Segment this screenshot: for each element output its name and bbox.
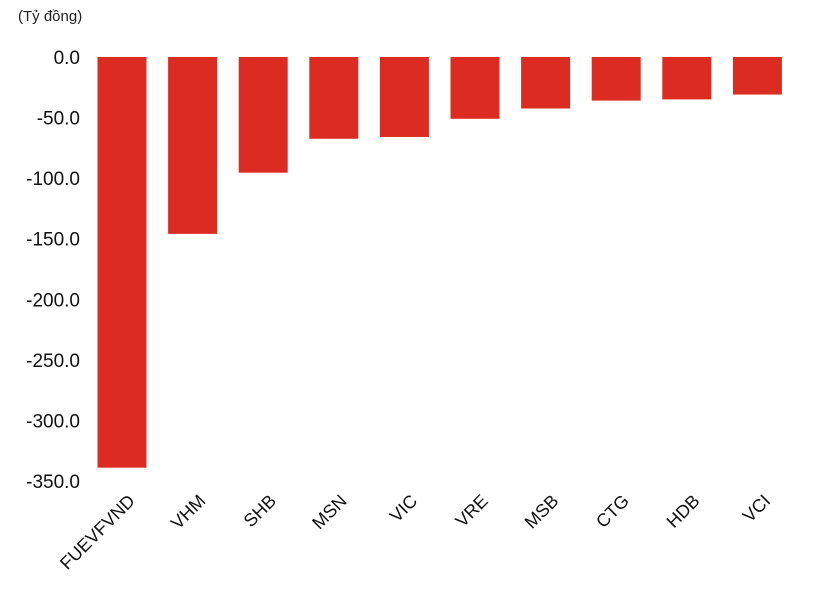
bar-vci (732, 57, 782, 95)
y-tick-label: -250.0 (26, 351, 80, 372)
x-tick-label-vhm: VHM (167, 491, 209, 533)
bar-fuevfvnd (97, 57, 147, 468)
y-tick-label: -300.0 (26, 411, 80, 432)
bar-ctg (591, 57, 641, 101)
x-tick-label-msb: MSB (521, 491, 563, 533)
y-axis-ticks: 0.0 -50.0 -100.0 -150.0 -200.0 -250.0 -300.0 -3… (26, 48, 80, 493)
bar-vre (450, 57, 500, 119)
y-tick-label: -100.0 (26, 169, 80, 190)
x-tick-label-msn: MSN (308, 491, 350, 533)
x-tick-label-hdb: HDB (663, 491, 704, 532)
y-tick-label: -50.0 (37, 109, 80, 130)
x-axis-labels: FUEVFVND VHM SHB MSN VIC VRE MSB CTG HDB VCI (56, 491, 774, 574)
x-tick-label-vic: VIC (386, 491, 421, 526)
x-tick-label-vci: VCI (739, 491, 774, 526)
bar-msn (309, 57, 359, 139)
x-tick-label-ctg: CTG (592, 491, 633, 532)
y-tick-label: -150.0 (26, 230, 80, 251)
y-axis-unit-label: (Tỷ đồng) (18, 8, 83, 25)
bar-vhm (168, 57, 218, 234)
bar-shb (238, 57, 288, 173)
y-tick-label: 0.0 (54, 48, 80, 69)
x-tick-label-vre: VRE (452, 491, 492, 531)
x-tick-label-fuevfvnd: FUEVFVND (56, 491, 139, 574)
bar-hdb (662, 57, 712, 100)
x-tick-label-shb: SHB (240, 491, 280, 531)
y-tick-label: -200.0 (26, 290, 80, 311)
y-tick-label: -350.0 (26, 472, 80, 493)
bars (97, 57, 782, 468)
bar-vic (379, 57, 429, 137)
bar-msb (521, 57, 571, 109)
